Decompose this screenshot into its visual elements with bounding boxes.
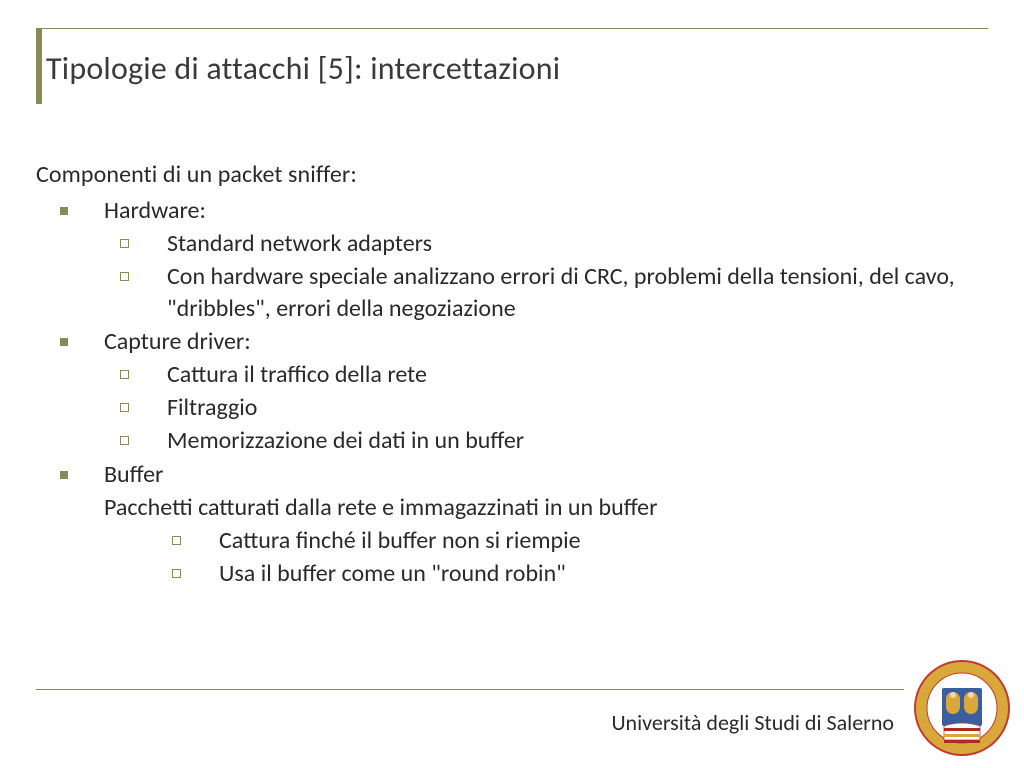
list-item-text: Standard network adapters — [167, 228, 464, 259]
list-item-text: Cattura il traffico della rete — [167, 359, 459, 390]
section-capture-driver: Capture driver: — [36, 326, 988, 357]
hollow-square-icon — [120, 436, 129, 445]
hollow-square-icon — [120, 272, 129, 281]
title-area: Tipologie di attacchi [5]: intercettazio… — [36, 28, 988, 88]
list-item: Cattura il traffico della rete — [36, 359, 988, 390]
list-item: Filtraggio — [36, 392, 988, 423]
title-accent-bar — [36, 28, 42, 104]
section-label: Capture driver: — [104, 326, 251, 357]
section-hardware: Hardware: — [36, 195, 988, 226]
section-buffer: Buffer — [36, 459, 988, 490]
square-bullet-icon — [60, 338, 68, 346]
hollow-square-icon — [120, 239, 129, 248]
university-seal-icon — [912, 658, 1012, 758]
list-item-text: Cattura finché il buffer non si riempie — [219, 525, 581, 556]
list-item: Memorizzazione dei dati in un buffer — [36, 425, 988, 456]
hollow-square-icon — [172, 569, 181, 578]
list-item-text: Con hardware speciale analizzano errori … — [167, 261, 988, 323]
footer-rule — [36, 689, 904, 690]
section-plain-text: Pacchetti catturati dalla rete e immagaz… — [104, 492, 988, 523]
title-rule-top — [36, 28, 988, 29]
slide-content: Componenti di un packet sniffer: Hardwar… — [36, 160, 988, 589]
square-bullet-icon — [60, 471, 68, 479]
list-item: Cattura finché il buffer non si riempie — [36, 525, 988, 556]
intro-line: Componenti di un packet sniffer: — [36, 160, 988, 189]
list-item-text: Filtraggio — [167, 392, 289, 423]
section-label: Hardware: — [104, 195, 206, 226]
page-title: Tipologie di attacchi [5]: intercettazio… — [36, 49, 988, 88]
footer-university: Università degli Studi di Salerno — [611, 709, 894, 736]
hollow-square-icon — [172, 536, 181, 545]
list-item: Standard network adapters — [36, 228, 988, 259]
list-item-text: Usa il buffer come un "round robin" — [219, 558, 566, 589]
section-label: Buffer — [104, 459, 163, 490]
list-item: Usa il buffer come un "round robin" — [36, 558, 988, 589]
list-item-text: Memorizzazione dei dati in un buffer — [167, 425, 556, 456]
hollow-square-icon — [120, 370, 129, 379]
list-item: Con hardware speciale analizzano errori … — [36, 261, 988, 323]
square-bullet-icon — [60, 207, 68, 215]
hollow-square-icon — [120, 403, 129, 412]
